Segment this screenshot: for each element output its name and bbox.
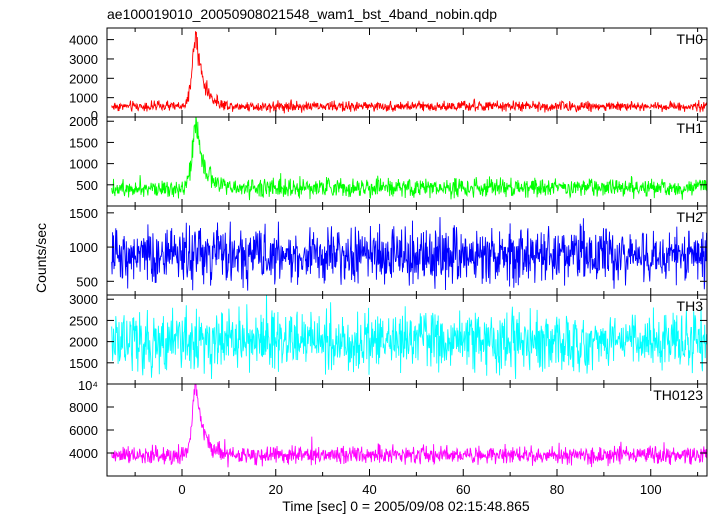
x-tick-label: 40 [362,482,376,497]
y-tick-label: 8000 [69,400,98,415]
y-tick-label: 4000 [69,33,98,48]
series-label-th1: TH1 [677,120,704,136]
x-tick-label: 80 [550,482,564,497]
y-tick-label: 2500 [69,313,98,328]
y-tick-label: 0 [91,108,98,123]
x-tick-label: 60 [456,482,470,497]
y-tick-label: 2000 [69,114,98,129]
series-line-th3 [111,295,707,380]
x-tick-label: 100 [640,482,662,497]
y-tick-label: 500 [76,274,98,289]
series-line-th0123 [111,384,707,468]
x-axis-label: Time [sec] 0 = 2005/09/08 02:15:48.865 [282,498,530,514]
series-label-th3: TH3 [677,298,704,314]
x-tick-label: 0 [178,482,185,497]
y-tick-label: 6000 [69,423,98,438]
panel-th3: 1500 2000 2500 3000 TH3 [69,292,708,385]
y-tick-label: 1000 [69,240,98,255]
chart-title: ae100019010_20050908021548_wam1_bst_4ban… [107,6,497,22]
panel-th0: 0 1000 2000 3000 4000 TH0 [69,27,708,123]
y-tick-label: 1000 [69,157,98,172]
panel-th2: 500 1000 1500 TH2 [69,205,708,296]
y-tick-label: 1500 [69,356,98,371]
y-tick-label: 2000 [69,335,98,350]
series-label-th0123: TH0123 [653,387,703,403]
x-axis-ticks: 0 20 40 60 80 100 [178,482,661,497]
y-axis-label: Counts/sec [33,223,49,293]
series-line-th1 [111,117,707,201]
y-tick-label: 10⁴ [78,378,98,393]
series-line-th0 [111,31,707,114]
y-tick-label: 3000 [69,52,98,67]
panel-th1: 500 1000 1500 2000 TH1 [69,114,708,207]
panel-th0123: 4000 6000 8000 10⁴ TH0123 [69,378,708,477]
y-tick-label: 2000 [69,71,98,86]
y-tick-label: 1500 [69,206,98,221]
y-tick-label: 500 [76,178,98,193]
series-label-th2: TH2 [677,209,704,225]
series-label-th0: TH0 [677,31,704,47]
series-line-th2 [111,217,707,291]
y-tick-label: 1500 [69,135,98,150]
x-tick-label: 20 [269,482,283,497]
y-tick-label: 4000 [69,446,98,461]
y-tick-label: 3000 [69,292,98,307]
y-tick-label: 1000 [69,91,98,106]
